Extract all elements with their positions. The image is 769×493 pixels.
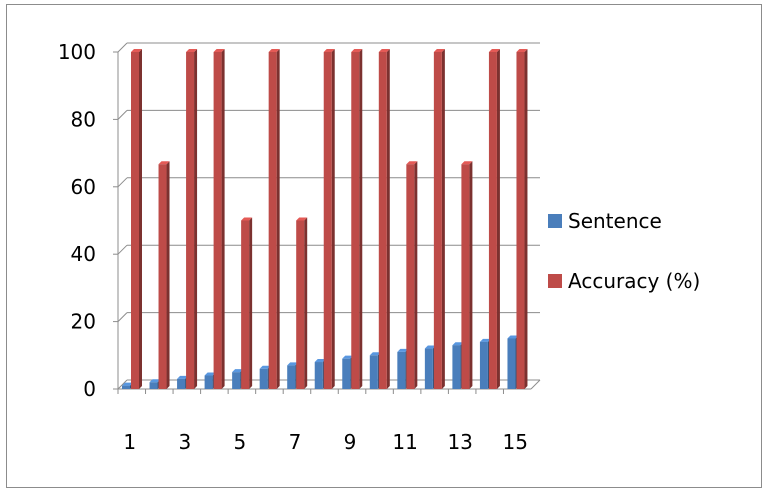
y-tick-label: 40 xyxy=(71,242,96,266)
gridline-diag xyxy=(117,177,128,188)
bar-accuracy xyxy=(158,161,170,389)
bar-accuracy xyxy=(406,161,418,389)
bar-accuracy xyxy=(433,49,445,389)
x-tick-label: 7 xyxy=(289,430,302,454)
gridline-diag xyxy=(117,244,128,255)
bar-accuracy xyxy=(461,161,473,389)
x-tick-label: 13 xyxy=(447,430,472,454)
bar-accuracy xyxy=(241,217,253,389)
bar-accuracy xyxy=(378,49,390,389)
bars xyxy=(122,49,528,389)
gridline-diag xyxy=(117,379,128,390)
bar-accuracy xyxy=(516,49,528,389)
x-tick-label: 3 xyxy=(178,430,191,454)
y-tick-label: 100 xyxy=(58,40,96,64)
gridline-diag xyxy=(117,110,128,120)
legend-label: Accuracy (%) xyxy=(568,269,700,293)
x-tick-label: 5 xyxy=(234,430,247,454)
x-tick-label: 15 xyxy=(503,430,528,454)
legend-label: Sentence xyxy=(568,209,662,233)
bar-accuracy xyxy=(131,49,142,389)
x-axis-depth xyxy=(530,379,541,390)
y-tick-label: 20 xyxy=(71,310,96,334)
legend-swatch xyxy=(548,274,562,288)
y-tick-label: 60 xyxy=(71,175,96,199)
bar-accuracy xyxy=(323,49,335,389)
gridline-diag xyxy=(117,42,128,53)
bar-accuracy xyxy=(488,49,500,389)
y-tick-label: 0 xyxy=(83,377,96,401)
bar-accuracy xyxy=(186,49,198,389)
legend: Sentence Accuracy (%) xyxy=(548,209,700,293)
x-tick-label: 9 xyxy=(344,430,357,454)
bar-accuracy xyxy=(213,49,225,389)
x-tick-label: 11 xyxy=(392,430,417,454)
bar-accuracy xyxy=(351,49,363,389)
bar-accuracy xyxy=(268,49,280,389)
x-tick-label: 1 xyxy=(123,430,136,454)
gridline-diag xyxy=(117,312,128,322)
bar-accuracy xyxy=(296,217,308,389)
y-tick-label: 80 xyxy=(71,107,96,131)
legend-swatch xyxy=(548,214,562,228)
